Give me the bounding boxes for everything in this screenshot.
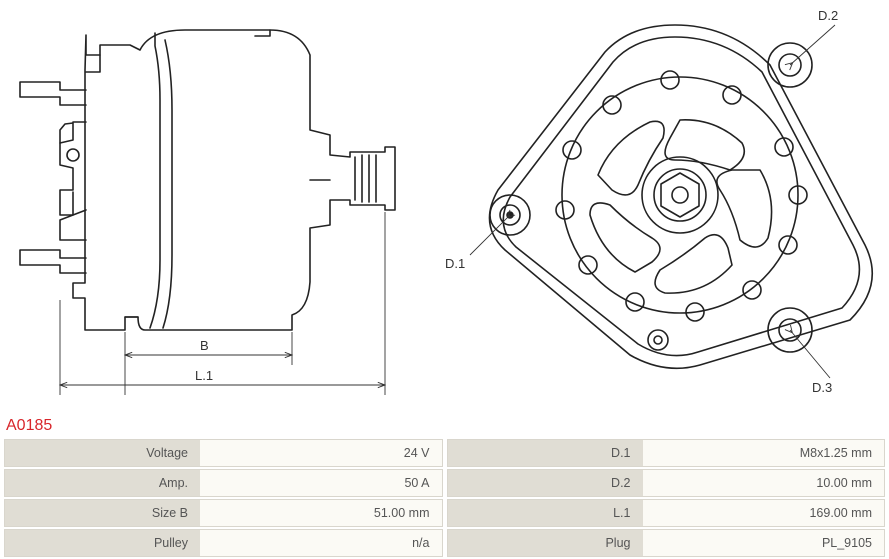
callout-d2: D.2 xyxy=(818,8,838,23)
spec-value: M8x1.25 mm xyxy=(643,440,885,466)
spec-row: Amp. 50 A xyxy=(4,469,443,497)
spec-value: 169.00 mm xyxy=(643,500,885,526)
callout-d1: D.1 xyxy=(445,256,465,271)
callout-d3: D.3 xyxy=(812,380,832,395)
spec-value: 50 A xyxy=(200,470,442,496)
spec-row: Voltage 24 V xyxy=(4,439,443,467)
dim-b-label: B xyxy=(200,338,209,353)
spec-label: Plug xyxy=(448,530,643,556)
spec-row: D.1 M8x1.25 mm xyxy=(447,439,886,467)
dimension-lines xyxy=(60,212,385,395)
spec-label: D.2 xyxy=(448,470,643,496)
spec-row: Plug PL_9105 xyxy=(447,529,886,557)
right-front-view xyxy=(489,25,872,368)
spec-row: Size B 51.00 mm xyxy=(4,499,443,527)
left-side-view xyxy=(20,30,395,330)
spec-value: n/a xyxy=(200,530,442,556)
spec-col-left: Voltage 24 V Amp. 50 A Size B 51.00 mm P… xyxy=(4,439,443,559)
spec-row: L.1 169.00 mm xyxy=(447,499,886,527)
spec-label: Pulley xyxy=(5,530,200,556)
spec-label: Size B xyxy=(5,500,200,526)
spec-row: Pulley n/a xyxy=(4,529,443,557)
spec-label: Voltage xyxy=(5,440,200,466)
spec-table: Voltage 24 V Amp. 50 A Size B 51.00 mm P… xyxy=(0,439,889,559)
spec-label: Amp. xyxy=(5,470,200,496)
dim-l1-label: L.1 xyxy=(195,368,213,383)
part-number: A0185 xyxy=(0,415,889,439)
spec-col-right: D.1 M8x1.25 mm D.2 10.00 mm L.1 169.00 m… xyxy=(447,439,886,559)
spec-row: D.2 10.00 mm xyxy=(447,469,886,497)
spec-value: 51.00 mm xyxy=(200,500,442,526)
technical-drawing: B L.1 xyxy=(0,0,889,415)
spec-label: L.1 xyxy=(448,500,643,526)
spec-value: PL_9105 xyxy=(643,530,885,556)
spec-label: D.1 xyxy=(448,440,643,466)
spec-value: 10.00 mm xyxy=(643,470,885,496)
spec-value: 24 V xyxy=(200,440,442,466)
